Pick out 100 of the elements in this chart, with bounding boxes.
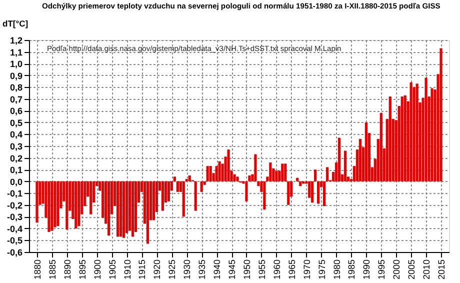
y-tick-label: 1,2 bbox=[10, 36, 22, 46]
y-tick-label: 0,8 bbox=[10, 82, 22, 93]
bar bbox=[410, 82, 412, 182]
bar bbox=[380, 113, 382, 182]
x-tick-label: 1895 bbox=[77, 260, 88, 280]
y-tick-label: 0,0 bbox=[10, 176, 22, 187]
y-axis-title: dT[°C] bbox=[2, 18, 28, 28]
y-tick-label: 0,9 bbox=[10, 70, 22, 81]
bar bbox=[322, 181, 326, 206]
bar bbox=[424, 78, 428, 182]
bar bbox=[404, 95, 406, 182]
x-tick-label: 1935 bbox=[197, 260, 208, 280]
y-tick-label: -0,2 bbox=[6, 200, 22, 210]
bar bbox=[311, 181, 314, 203]
y-tick-label: -0,4 bbox=[6, 224, 22, 234]
bar bbox=[269, 162, 272, 182]
bar bbox=[440, 48, 442, 182]
bar bbox=[122, 181, 126, 238]
y-tick-label: 0,2 bbox=[10, 153, 22, 164]
y-tick-label: 0,4 bbox=[10, 130, 22, 140]
bar bbox=[185, 178, 188, 182]
bar bbox=[233, 174, 236, 182]
bar bbox=[152, 181, 156, 220]
x-tick-label: 1970 bbox=[302, 260, 312, 280]
bar bbox=[299, 181, 302, 186]
x-tick-label: 1945 bbox=[227, 260, 238, 280]
bar bbox=[236, 176, 239, 182]
y-tick-label: -0,5 bbox=[6, 236, 22, 246]
bar bbox=[56, 181, 60, 226]
x-tick-label: 1985 bbox=[346, 260, 357, 280]
bar bbox=[161, 181, 164, 211]
bar bbox=[314, 170, 317, 182]
x-tick-label: 1975 bbox=[316, 260, 327, 280]
bar bbox=[218, 161, 221, 182]
x-tick-label: 2015 bbox=[436, 260, 447, 280]
x-tick-label: 1910 bbox=[122, 260, 132, 280]
x-tick-label: 1885 bbox=[47, 260, 58, 280]
bar bbox=[364, 122, 368, 182]
bar bbox=[200, 181, 203, 192]
bar bbox=[182, 181, 185, 217]
bar bbox=[281, 164, 284, 182]
x-tick-label: 1955 bbox=[256, 260, 267, 280]
x-tick-label: 1980 bbox=[332, 260, 342, 280]
x-tick-label: 2005 bbox=[406, 260, 417, 280]
bar bbox=[263, 181, 266, 210]
bar bbox=[388, 96, 392, 182]
bar bbox=[108, 181, 110, 236]
bar bbox=[430, 88, 434, 182]
bar bbox=[344, 150, 347, 182]
bar bbox=[90, 181, 92, 214]
y-tick-label: 1,1 bbox=[10, 47, 22, 58]
bar bbox=[287, 181, 290, 205]
x-tick-label: 2010 bbox=[422, 260, 432, 280]
bar bbox=[54, 181, 56, 228]
bar bbox=[284, 164, 287, 182]
x-tick-label: 1880 bbox=[32, 260, 42, 280]
bar bbox=[173, 176, 176, 182]
y-tick-label: -0,6 bbox=[6, 248, 22, 258]
x-tick-label: 1905 bbox=[107, 260, 118, 280]
bar bbox=[146, 181, 150, 244]
bar bbox=[78, 181, 80, 226]
bar bbox=[66, 181, 68, 230]
bar bbox=[416, 84, 418, 182]
y-tick-label: 0,6 bbox=[10, 106, 22, 116]
bar bbox=[74, 181, 78, 228]
x-tick-label: 1990 bbox=[362, 260, 372, 280]
bar bbox=[317, 181, 320, 204]
bar bbox=[131, 181, 134, 237]
x-tick-label: 1940 bbox=[212, 260, 222, 280]
y-tick-label: -0,3 bbox=[6, 212, 22, 222]
bar bbox=[338, 138, 341, 182]
x-tick-label: 2000 bbox=[392, 260, 402, 280]
bar bbox=[326, 167, 329, 182]
bar bbox=[248, 175, 251, 182]
bar bbox=[254, 154, 257, 182]
bar bbox=[188, 175, 191, 182]
bar bbox=[176, 181, 179, 192]
y-tick-label: -0,1 bbox=[6, 188, 22, 199]
x-tick-label: 1950 bbox=[242, 260, 252, 280]
bar bbox=[116, 181, 120, 237]
bar bbox=[194, 181, 197, 211]
x-tick-label: 1890 bbox=[62, 260, 72, 280]
y-tick-label: 1,0 bbox=[10, 59, 22, 70]
bar bbox=[209, 166, 212, 182]
bar bbox=[167, 181, 170, 202]
x-tick-label: 1965 bbox=[286, 260, 297, 280]
bar bbox=[36, 181, 38, 223]
bar bbox=[206, 166, 209, 182]
x-tick-label: 1960 bbox=[272, 260, 282, 280]
y-tick-label: 0,1 bbox=[10, 165, 22, 176]
y-tick-label: 0,7 bbox=[10, 94, 22, 104]
bar bbox=[275, 170, 278, 182]
x-tick-label: 1930 bbox=[182, 260, 192, 280]
x-tick-label: 1900 bbox=[92, 260, 102, 280]
x-tick-label: 1915 bbox=[137, 260, 148, 280]
bar bbox=[227, 150, 230, 182]
bar bbox=[245, 181, 248, 202]
y-tick-label: 0,5 bbox=[10, 118, 22, 128]
y-tick-label: 0,3 bbox=[10, 142, 22, 152]
bar bbox=[50, 181, 54, 231]
